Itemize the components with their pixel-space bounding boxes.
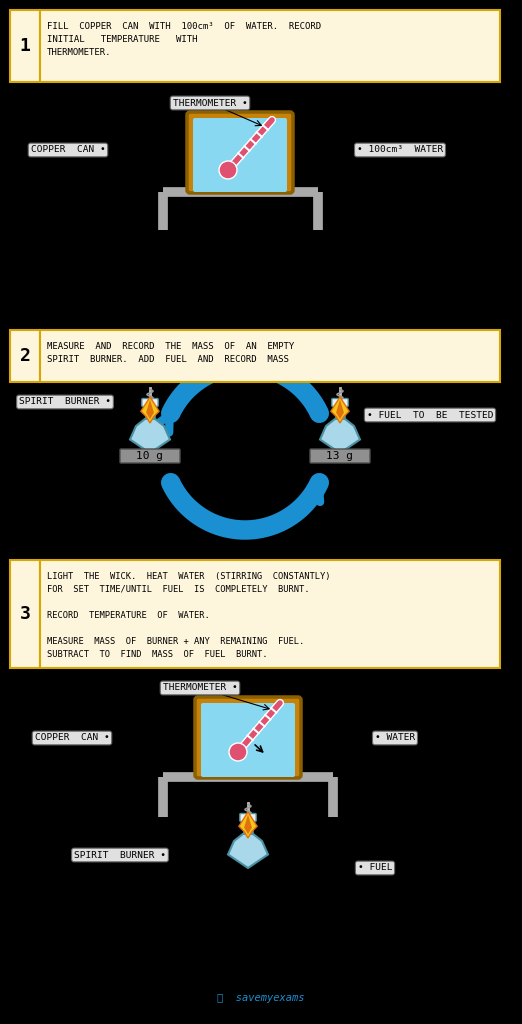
Text: 1: 1	[19, 37, 30, 55]
Polygon shape	[141, 397, 159, 423]
Circle shape	[229, 743, 247, 761]
Text: RECORD  TEMPERATURE  OF  WATER.: RECORD TEMPERATURE OF WATER.	[47, 611, 210, 620]
Text: THERMOMETER •: THERMOMETER •	[163, 683, 238, 692]
Text: • 100cm³  WATER: • 100cm³ WATER	[357, 145, 443, 155]
Text: SPIRIT  BURNER.  ADD  FUEL  AND  RECORD  MASS: SPIRIT BURNER. ADD FUEL AND RECORD MASS	[47, 355, 289, 364]
Polygon shape	[336, 399, 344, 419]
FancyBboxPatch shape	[332, 398, 348, 407]
Text: 2: 2	[19, 347, 30, 365]
FancyBboxPatch shape	[187, 112, 293, 193]
Polygon shape	[228, 834, 268, 868]
Text: ⟳  savemyexams: ⟳ savemyexams	[217, 993, 305, 1002]
FancyBboxPatch shape	[310, 449, 370, 463]
Polygon shape	[146, 399, 154, 419]
Polygon shape	[331, 397, 349, 423]
Text: • WATER: • WATER	[375, 733, 415, 742]
Text: INITIAL   TEMPERATURE   WITH: INITIAL TEMPERATURE WITH	[47, 35, 197, 44]
Text: 10 g: 10 g	[136, 451, 163, 461]
Text: THERMOMETER •: THERMOMETER •	[173, 98, 247, 108]
Text: • FUEL: • FUEL	[358, 863, 392, 872]
Text: COPPER  CAN •: COPPER CAN •	[31, 145, 105, 155]
FancyBboxPatch shape	[336, 404, 345, 419]
FancyBboxPatch shape	[195, 697, 301, 778]
FancyBboxPatch shape	[193, 118, 287, 193]
Text: 13 g: 13 g	[326, 451, 353, 461]
FancyBboxPatch shape	[10, 330, 40, 382]
Circle shape	[219, 161, 237, 179]
Polygon shape	[320, 419, 360, 453]
FancyBboxPatch shape	[10, 10, 40, 82]
Text: SUBTRACT  TO  FIND  MASS  OF  FUEL  BURNT.: SUBTRACT TO FIND MASS OF FUEL BURNT.	[47, 650, 267, 659]
FancyBboxPatch shape	[40, 560, 500, 668]
Text: LIGHT  THE  WICK.  HEAT  WATER  (STIRRING  CONSTANTLY): LIGHT THE WICK. HEAT WATER (STIRRING CON…	[47, 572, 330, 581]
Text: SPIRIT  BURNER •: SPIRIT BURNER •	[19, 397, 111, 407]
Text: THERMOMETER.: THERMOMETER.	[47, 48, 112, 57]
Text: FOR  SET  TIME/UNTIL  FUEL  IS  COMPLETELY  BURNT.: FOR SET TIME/UNTIL FUEL IS COMPLETELY BU…	[47, 585, 310, 594]
FancyBboxPatch shape	[146, 404, 155, 419]
Text: MEASURE  MASS  OF  BURNER + ANY  REMAINING  FUEL.: MEASURE MASS OF BURNER + ANY REMAINING F…	[47, 637, 304, 646]
Polygon shape	[244, 815, 252, 835]
FancyBboxPatch shape	[40, 10, 500, 82]
Polygon shape	[239, 812, 257, 838]
Polygon shape	[130, 419, 170, 453]
Text: FILL  COPPER  CAN  WITH  100cm³  OF  WATER.  RECORD: FILL COPPER CAN WITH 100cm³ OF WATER. RE…	[47, 22, 321, 31]
FancyBboxPatch shape	[120, 449, 180, 463]
FancyBboxPatch shape	[240, 813, 256, 821]
FancyBboxPatch shape	[10, 560, 40, 668]
Text: MEASURE  AND  RECORD  THE  MASS  OF  AN  EMPTY: MEASURE AND RECORD THE MASS OF AN EMPTY	[47, 342, 294, 351]
FancyBboxPatch shape	[40, 330, 500, 382]
FancyBboxPatch shape	[201, 703, 295, 777]
Text: COPPER  CAN •: COPPER CAN •	[34, 733, 110, 742]
Text: • FUEL  TO  BE  TESTED: • FUEL TO BE TESTED	[367, 411, 493, 420]
Text: 3: 3	[19, 605, 30, 623]
Text: SPIRIT  BURNER •: SPIRIT BURNER •	[74, 851, 166, 859]
FancyBboxPatch shape	[243, 819, 253, 834]
FancyBboxPatch shape	[142, 398, 158, 407]
